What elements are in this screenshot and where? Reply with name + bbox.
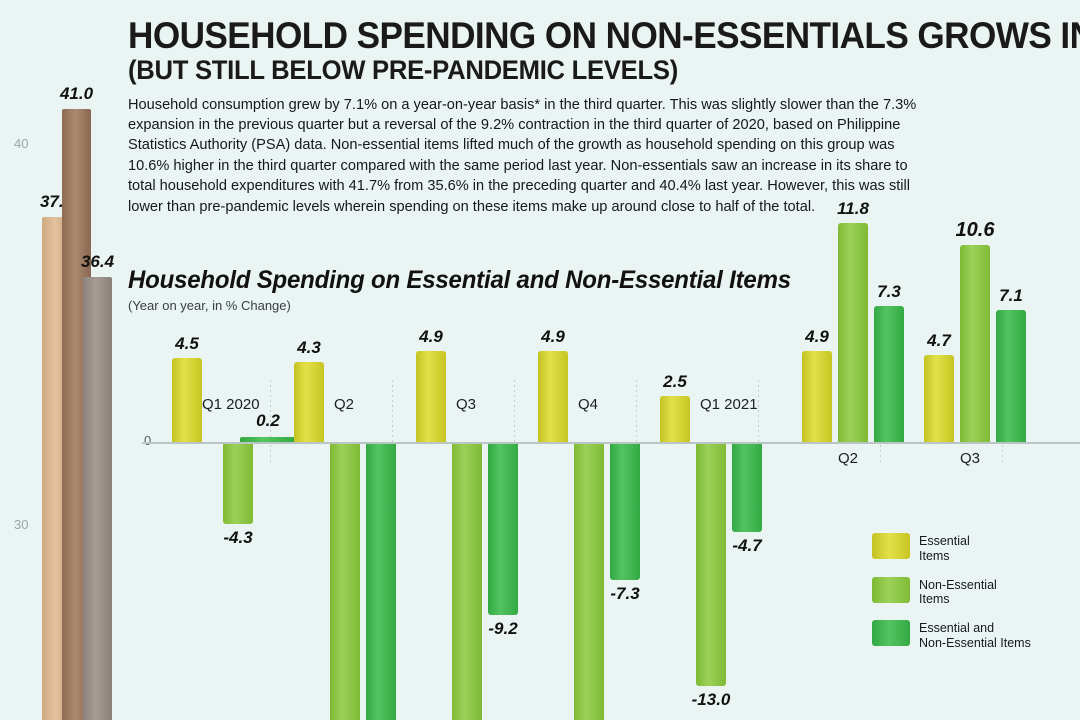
legend-label-essential-line2: Items (919, 548, 950, 563)
bar-q1-2020-combined: 0.2 (240, 411, 296, 442)
group-label-q3-2021: Q3 (960, 450, 981, 467)
chart-title: Household Spending on Essential and Non-… (128, 266, 791, 294)
zero-axis-line (142, 442, 1080, 444)
bar-q2-2021-nonessential-value: 11.8 (837, 199, 869, 218)
bar-q1-2021-essential-value: 2.5 (663, 372, 687, 391)
bar-q3-2021-nonessential-value: 10.6 (955, 219, 995, 241)
legend-item-combined: Essential and Non-Essential Items (872, 620, 1031, 651)
gridline-2 (392, 380, 393, 464)
bar-q2-2021-essential: 4.9 (802, 327, 832, 442)
legend-swatch-nonessential-icon (872, 576, 910, 603)
group-label-q2-2021: Q2 (838, 450, 859, 467)
bar-q3-2020-combined-value: -9.2 (488, 619, 518, 638)
side-chart-ytick-40: 40 (14, 136, 29, 151)
gridline-5 (758, 380, 759, 464)
legend-label-essential: Essential Items (919, 533, 970, 564)
axis-zero-label: 0 (144, 433, 152, 448)
bar-q2-2020-combined (366, 444, 396, 720)
legend-label-combined: Essential and Non-Essential Items (919, 620, 1031, 651)
bar-q3-2021-combined: 7.1 (996, 286, 1026, 442)
bar-q3-2020-essential: 4.9 (416, 327, 446, 442)
group-label-q3-2020: Q3 (456, 396, 477, 413)
bar-q2-2020-essential: 4.3 (294, 338, 324, 442)
bar-q1-2021-combined: -4.7 (732, 444, 762, 555)
bar-q2-2021-combined: 7.3 (874, 282, 904, 442)
bar-q1-2021-essential: 2.5 (660, 372, 690, 442)
bar-q2-2020-essential-value: 4.3 (297, 338, 321, 357)
bar-q4-2020-combined-value: -7.3 (610, 584, 640, 603)
group-label-q1-2021: Q1 2021 (700, 396, 758, 413)
gridline-3 (514, 380, 515, 464)
bar-q4-2020-combined: -7.3 (610, 444, 640, 603)
legend-label-combined-line1: Essential and (919, 621, 995, 635)
bar-q4-2020-essential-value: 4.9 (541, 327, 565, 346)
main-bar-chart: 0 Q1 2020 Q2 Q3 Q4 Q1 2021 Q2 Q3 4.5 -4.… (130, 0, 1080, 720)
legend-item-essential: Essential Items (872, 533, 1031, 564)
bar-q1-2020-essential: 4.5 (172, 334, 202, 442)
legend-swatch-essential-icon (872, 533, 910, 559)
secondary-bar-chart: 40 30 37.8 41.0 36.4 (0, 0, 130, 720)
chart-legend: Essential Items Non-Essential Items Esse… (872, 533, 1031, 664)
gridline-4 (636, 380, 637, 464)
group-label-q2-2020: Q2 (334, 396, 355, 413)
bar-q2-2021-nonessential: 11.8 (837, 199, 869, 442)
bar-q4-2020-essential: 4.9 (538, 327, 568, 442)
bar-q3-2021-combined-value: 7.1 (999, 286, 1023, 305)
header: HOUSEHOLD SPENDING ON NON-ESSENTIALS GRO… (128, 15, 1080, 217)
legend-item-nonessential: Non-Essential Items (872, 576, 1031, 608)
bar-q1-2020-essential-value: 4.5 (175, 334, 199, 353)
bar-q1-2021-nonessential: -13.0 (692, 444, 730, 709)
bar-q2-2021-combined-value: 7.3 (877, 282, 901, 301)
bar-q3-2020-nonessential (452, 444, 482, 720)
side-chart-bar-3-value: 36.4 (80, 252, 115, 271)
bar-q3-2021-nonessential: 10.6 (956, 219, 994, 442)
bar-q3-2020-essential-value: 4.9 (419, 327, 443, 346)
side-chart-bar-3: 36.4 (81, 252, 114, 720)
bar-q1-2020-nonessential-value: -4.3 (223, 528, 253, 547)
bar-q1-2021-nonessential-value: -13.0 (691, 690, 731, 709)
bar-q2-2020-nonessential (330, 444, 360, 720)
bar-q2-2021-essential-value: 4.9 (805, 327, 829, 346)
bar-q1-2020-combined-value: 0.2 (256, 411, 280, 430)
chart-subtitle: (Year on year, in % Change) (128, 298, 291, 313)
side-chart-bar-2-value: 41.0 (59, 84, 94, 103)
side-chart-ytick-30: 30 (14, 517, 29, 532)
legend-label-combined-line2: Non-Essential Items (919, 635, 1031, 650)
legend-label-essential-line1: Essential (919, 534, 970, 548)
legend-label-nonessential-line1: Non-Essential (919, 577, 997, 592)
bar-q1-2021-combined-value: -4.7 (732, 536, 762, 555)
bar-q3-2021-essential: 4.7 (924, 331, 954, 442)
group-label-q4-2020: Q4 (578, 396, 599, 413)
page-title: HOUSEHOLD SPENDING ON NON-ESSENTIALS GRO… (128, 15, 1080, 56)
legend-swatch-combined-icon (872, 620, 910, 646)
legend-label-nonessential-line2: Items (919, 592, 950, 607)
page-subtitle: (BUT STILL BELOW PRE-PANDEMIC LEVELS) (128, 55, 678, 86)
article-body-text: Household consumption grew by 7.1% on a … (128, 96, 917, 215)
bar-q4-2020-nonessential (574, 444, 604, 720)
bar-q3-2020-combined: -9.2 (488, 444, 518, 638)
gridline-1 (270, 380, 271, 464)
bar-q3-2021-essential-value: 4.7 (927, 331, 951, 350)
legend-label-nonessential: Non-Essential Items (919, 577, 997, 608)
bar-q1-2020-nonessential: -4.3 (223, 444, 253, 547)
group-label-q1-2020: Q1 2020 (202, 396, 260, 413)
